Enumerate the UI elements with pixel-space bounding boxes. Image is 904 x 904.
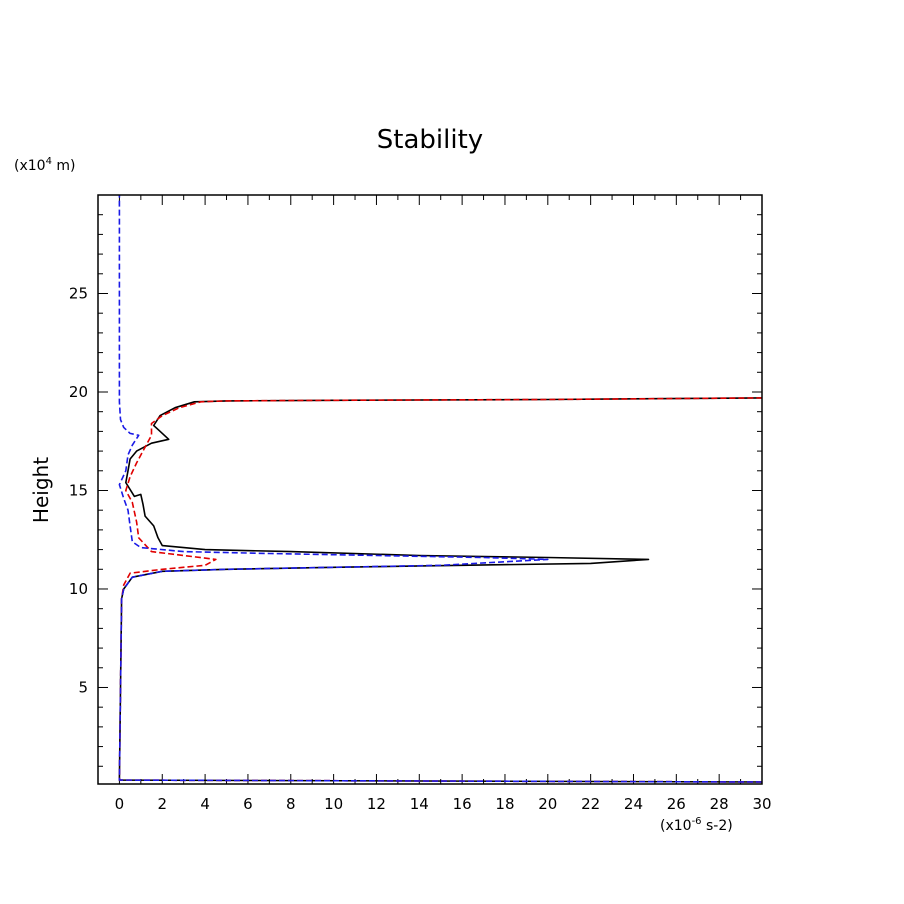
y-tick-label: 25 xyxy=(69,284,88,302)
y-tick-label: 20 xyxy=(69,383,88,401)
x-axis-ticks: 0 2 4 6 8 10 12 14 16 18 20 22 24 26 28 30 xyxy=(97,195,772,813)
y-unit-prefix: (x10 xyxy=(14,158,46,174)
series-line-blue xyxy=(118,195,762,783)
x-tick-label: 6 xyxy=(243,795,253,813)
x-tick-label: 12 xyxy=(367,795,386,813)
plot-frame xyxy=(97,194,763,785)
chart-title: Stability xyxy=(377,125,483,155)
x-tick-label: 28 xyxy=(710,795,729,813)
y-unit-label: (x104 m) xyxy=(14,156,76,174)
x-tick-label: 10 xyxy=(324,795,343,813)
x-tick-label: 20 xyxy=(538,795,557,813)
x-tick-label: 22 xyxy=(581,795,600,813)
x-unit-exponent: -6 xyxy=(692,816,702,827)
x-tick-label: 2 xyxy=(157,795,167,813)
y-tick-label: 10 xyxy=(69,580,88,598)
x-unit-suffix: s-2) xyxy=(702,818,733,834)
y-tick-label: 5 xyxy=(78,678,88,696)
x-tick-label: 18 xyxy=(495,795,514,813)
x-unit-label: (x10-6 s-2) xyxy=(660,816,733,834)
series-layer xyxy=(118,195,762,783)
y-unit-exponent: 4 xyxy=(46,156,52,167)
y-axis-label: Height xyxy=(29,457,53,523)
x-tick-label: 14 xyxy=(410,795,429,813)
x-tick-label: 8 xyxy=(286,795,296,813)
x-tick-label: 0 xyxy=(115,795,125,813)
x-tick-label: 16 xyxy=(453,795,472,813)
x-tick-label: 24 xyxy=(624,795,643,813)
series-line-red xyxy=(118,397,762,783)
y-unit-suffix: m) xyxy=(52,158,76,174)
x-tick-label: 26 xyxy=(667,795,686,813)
x-tick-label: 30 xyxy=(752,795,771,813)
x-tick-label: 4 xyxy=(200,795,210,813)
y-axis-ticks: 5 10 15 20 25 xyxy=(69,214,762,767)
x-unit-prefix: (x10 xyxy=(660,818,692,834)
series-line-black xyxy=(118,397,762,783)
y-tick-label: 15 xyxy=(69,481,88,499)
